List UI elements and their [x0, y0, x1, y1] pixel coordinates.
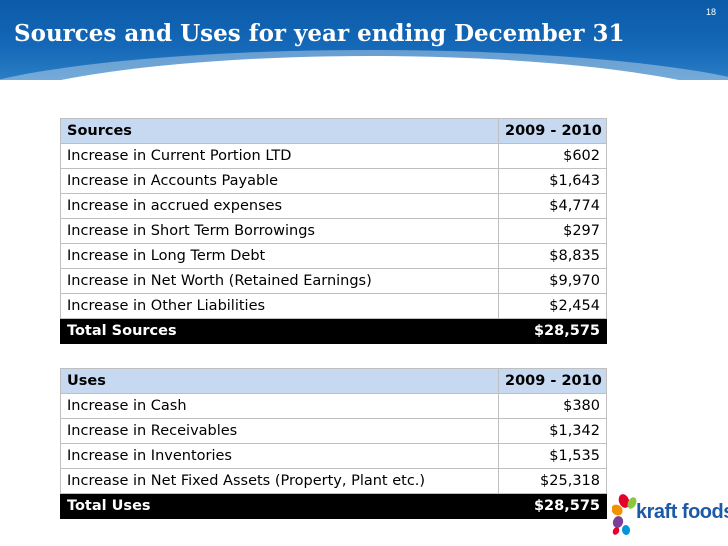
row-value: $8,835: [498, 243, 607, 269]
uses-header-label: Uses: [60, 368, 499, 394]
row-label: Increase in Cash: [60, 393, 499, 419]
total-uses-value: $28,575: [498, 493, 607, 519]
table-row: Increase in Cash $380: [60, 393, 607, 419]
row-label: Increase in Net Worth (Retained Earnings…: [60, 268, 499, 294]
row-value: $297: [498, 218, 607, 244]
table-row: Increase in Current Portion LTD $602: [60, 143, 607, 169]
row-label: Increase in Inventories: [60, 443, 499, 469]
row-value: $602: [498, 143, 607, 169]
page-number: 18: [705, 7, 716, 17]
row-label: Increase in Current Portion LTD: [60, 143, 499, 169]
row-label: Increase in Other Liabilities: [60, 293, 499, 319]
row-value: $380: [498, 393, 607, 419]
total-sources-value: $28,575: [498, 318, 607, 344]
row-value: $1,535: [498, 443, 607, 469]
row-label: Increase in Net Fixed Assets (Property, …: [60, 468, 499, 494]
uses-header-period: 2009 - 2010: [498, 368, 607, 394]
row-label: Increase in accrued expenses: [60, 193, 499, 219]
kraft-foods-logo: kraft foods: [612, 492, 728, 540]
row-label: Increase in Receivables: [60, 418, 499, 444]
row-label: Increase in Long Term Debt: [60, 243, 499, 269]
uses-header-row: Uses 2009 - 2010: [60, 368, 607, 394]
table-row: Increase in accrued expenses $4,774: [60, 193, 607, 219]
row-value: $25,318: [498, 468, 607, 494]
logo-text: kraft foods: [636, 501, 728, 523]
table-row: Increase in Net Worth (Retained Earnings…: [60, 268, 607, 294]
sources-total-row: Total Sources $28,575: [60, 318, 607, 344]
table-row: Increase in Other Liabilities $2,454: [60, 293, 607, 319]
table-row: Increase in Short Term Borrowings $297: [60, 218, 607, 244]
title-banner: [0, 0, 728, 80]
row-value: $2,454: [498, 293, 607, 319]
sources-header-period: 2009 - 2010: [498, 118, 607, 144]
row-label: Increase in Short Term Borrowings: [60, 218, 499, 244]
table-row: Increase in Net Fixed Assets (Property, …: [60, 468, 607, 494]
table-row: Increase in Accounts Payable $1,643: [60, 168, 607, 194]
sources-header-label: Sources: [60, 118, 499, 144]
row-value: $9,970: [498, 268, 607, 294]
table-row: Increase in Long Term Debt $8,835: [60, 243, 607, 269]
row-label: Increase in Accounts Payable: [60, 168, 499, 194]
table-row: Increase in Inventories $1,535: [60, 443, 607, 469]
uses-total-row: Total Uses $28,575: [60, 493, 607, 519]
total-sources-label: Total Sources: [60, 318, 499, 344]
uses-table: Uses 2009 - 2010 Increase in Cash $380 I…: [60, 368, 607, 519]
sources-table: Sources 2009 - 2010 Increase in Current …: [60, 118, 607, 344]
slide-title: Sources and Uses for year ending Decembe…: [14, 20, 625, 47]
kraft-flower-icon: [612, 494, 637, 535]
row-value: $4,774: [498, 193, 607, 219]
table-row: Increase in Receivables $1,342: [60, 418, 607, 444]
sources-header-row: Sources 2009 - 2010: [60, 118, 607, 144]
total-uses-label: Total Uses: [60, 493, 499, 519]
row-value: $1,342: [498, 418, 607, 444]
row-value: $1,643: [498, 168, 607, 194]
